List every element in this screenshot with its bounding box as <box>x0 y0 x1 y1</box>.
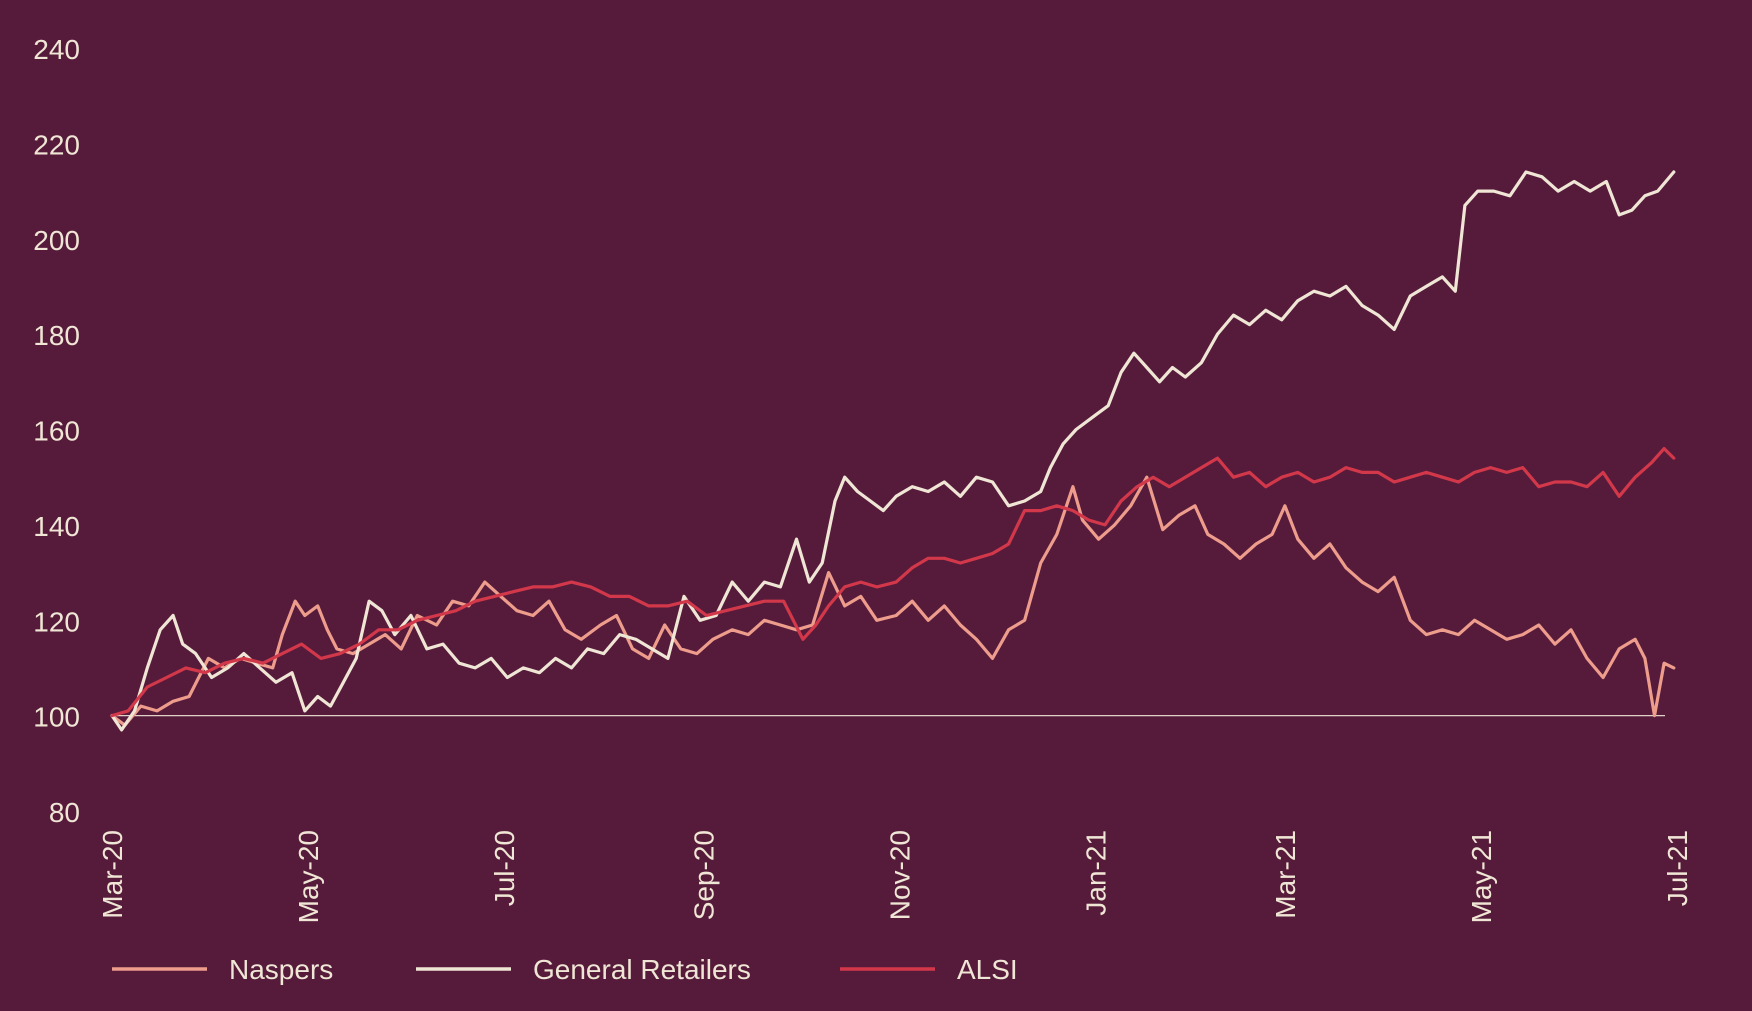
series-line-general-retailers <box>110 170 1676 732</box>
y-tick-label: 200 <box>33 225 80 256</box>
legend-label: ALSI <box>957 954 1018 985</box>
y-tick-label: 140 <box>33 511 80 542</box>
y-tick-label: 220 <box>33 129 80 160</box>
x-tick-label: May-21 <box>1466 830 1497 923</box>
x-tick-label: Mar-20 <box>97 830 128 919</box>
y-tick-label: 160 <box>33 416 80 447</box>
x-tick-label: Jan-21 <box>1080 830 1111 916</box>
series-group <box>110 170 1676 732</box>
y-tick-label: 180 <box>33 320 80 351</box>
y-axis: 80 100 120 140 160 180 200 220 240 <box>33 34 80 828</box>
x-axis: Mar-20 May-20 Jul-20 Sep-20 Nov-20 Jan-21 Mar-… <box>97 830 1693 923</box>
legend: Naspers General Retailers ALSI <box>112 954 1018 985</box>
y-tick-label: 240 <box>33 34 80 65</box>
x-tick-label: May-20 <box>293 830 324 923</box>
legend-label: General Retailers <box>533 954 751 985</box>
x-tick-label: Mar-21 <box>1270 830 1301 919</box>
y-tick-label: 100 <box>33 702 80 733</box>
x-tick-label: Sep-20 <box>688 830 719 920</box>
y-tick-label: 120 <box>33 606 80 637</box>
legend-label: Naspers <box>229 954 333 985</box>
x-tick-label: Jul-20 <box>489 830 520 906</box>
y-tick-label: 80 <box>49 797 80 828</box>
series-line-naspers <box>110 475 1676 727</box>
x-tick-label: Jul-21 <box>1662 830 1693 906</box>
series-line-alsi <box>110 447 1676 718</box>
x-tick-label: Nov-20 <box>884 830 915 920</box>
